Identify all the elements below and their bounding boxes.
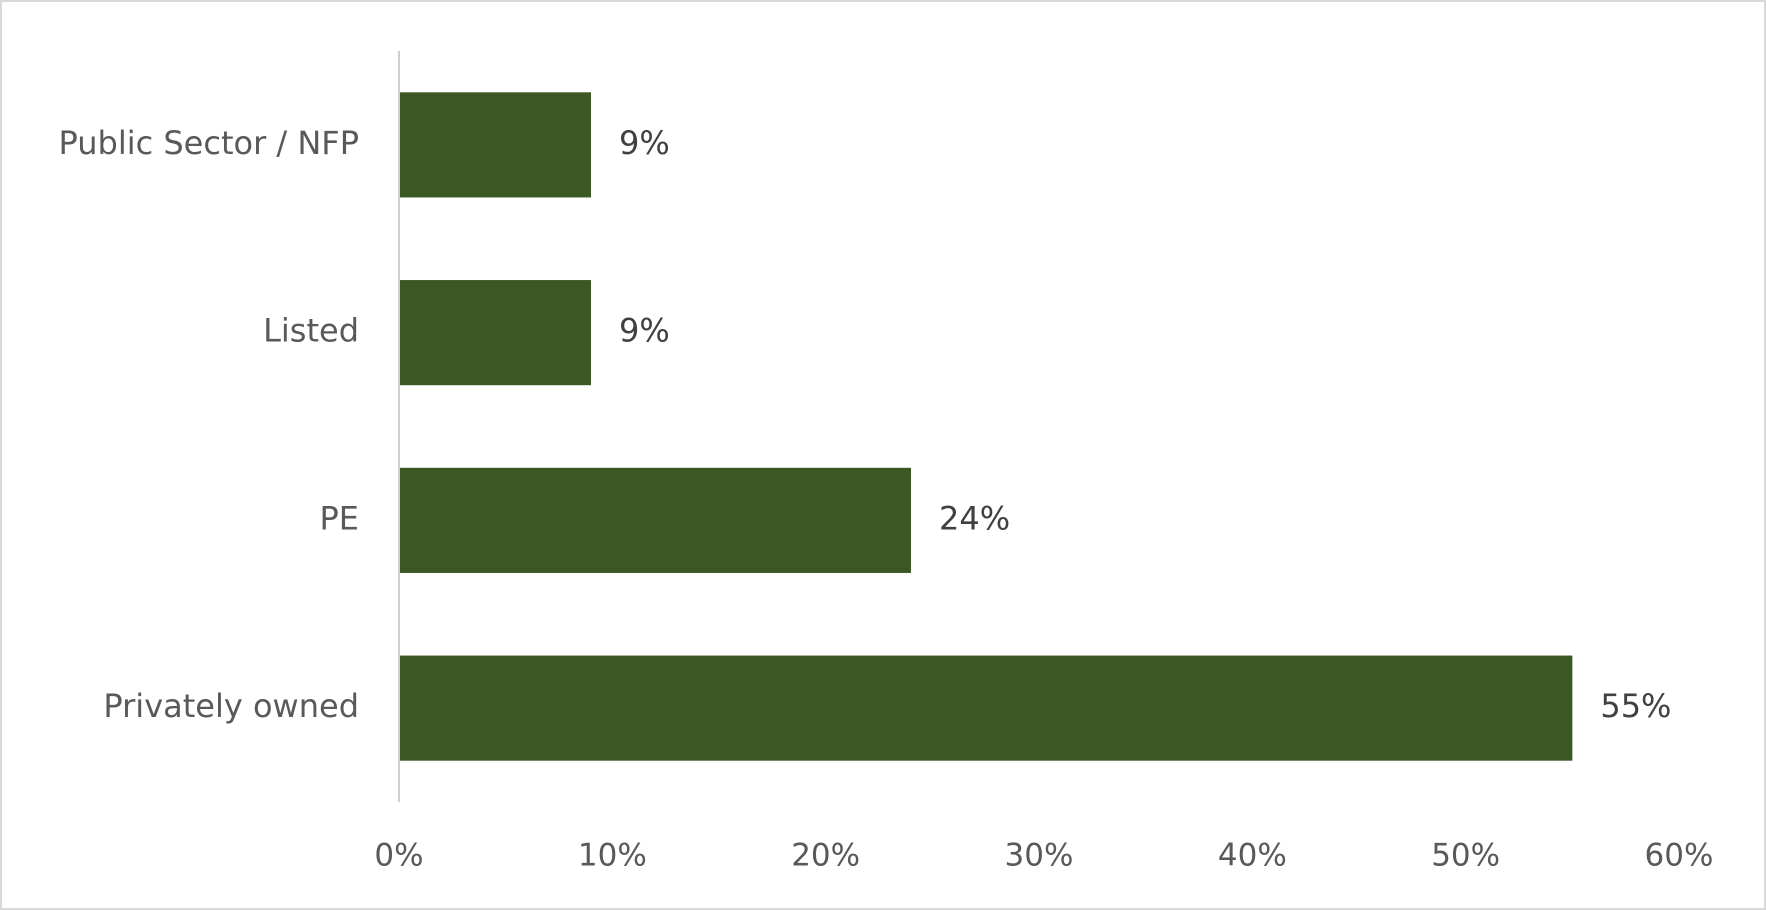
value-label: 55% <box>1600 687 1671 725</box>
y-tick-label: PE <box>319 499 359 537</box>
y-tick-label: Public Sector / NFP <box>58 124 359 162</box>
x-tick-label: 30% <box>1005 838 1074 874</box>
value-label: 9% <box>619 124 670 162</box>
x-tick-label: 0% <box>374 838 423 874</box>
value-label: 9% <box>619 312 670 350</box>
x-tick-label: 10% <box>578 838 647 874</box>
x-tick-label: 40% <box>1218 838 1287 874</box>
bar <box>399 92 591 198</box>
value-label: 24% <box>939 499 1010 537</box>
y-tick-label: Privately owned <box>103 687 359 725</box>
x-tick-label: 60% <box>1645 838 1714 874</box>
x-tick-label: 20% <box>791 838 860 874</box>
bar <box>399 280 591 386</box>
x-tick-label: 50% <box>1431 838 1500 874</box>
bar <box>399 655 1573 761</box>
bar <box>399 467 911 573</box>
y-tick-label: Listed <box>263 312 359 350</box>
